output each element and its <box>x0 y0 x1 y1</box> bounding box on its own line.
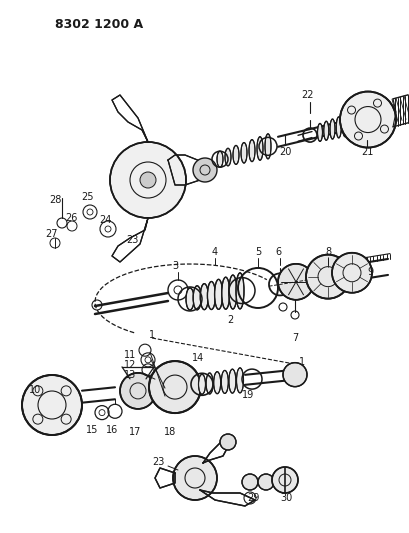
Ellipse shape <box>206 373 213 394</box>
Text: 6: 6 <box>274 247 281 257</box>
Ellipse shape <box>207 281 215 310</box>
Text: 1: 1 <box>148 330 155 340</box>
Text: 12: 12 <box>124 360 136 370</box>
Text: 4: 4 <box>211 247 218 257</box>
Ellipse shape <box>186 288 193 310</box>
Text: 3: 3 <box>171 261 178 271</box>
Circle shape <box>193 158 216 182</box>
Ellipse shape <box>193 286 201 310</box>
Circle shape <box>257 474 273 490</box>
Text: 13: 13 <box>124 370 136 380</box>
Circle shape <box>148 361 200 413</box>
Circle shape <box>220 434 236 450</box>
Ellipse shape <box>200 284 208 310</box>
Circle shape <box>339 92 395 148</box>
Ellipse shape <box>221 277 229 309</box>
Circle shape <box>110 142 186 218</box>
Ellipse shape <box>214 279 222 309</box>
Text: 23: 23 <box>151 457 164 467</box>
Ellipse shape <box>221 370 228 393</box>
Ellipse shape <box>228 369 235 393</box>
Circle shape <box>331 253 371 293</box>
Circle shape <box>277 264 313 300</box>
Ellipse shape <box>317 124 322 141</box>
Text: 5: 5 <box>254 247 261 257</box>
Ellipse shape <box>264 134 270 159</box>
Text: 26: 26 <box>65 213 77 223</box>
Text: 14: 14 <box>191 353 204 363</box>
Text: 19: 19 <box>241 390 254 400</box>
Ellipse shape <box>216 151 222 167</box>
Ellipse shape <box>228 275 236 309</box>
Text: 15: 15 <box>85 425 98 435</box>
Text: 20: 20 <box>278 147 290 157</box>
Ellipse shape <box>329 119 334 139</box>
Circle shape <box>282 362 306 386</box>
Text: 30: 30 <box>279 493 291 503</box>
Text: 1: 1 <box>298 357 304 367</box>
Text: 2: 2 <box>226 315 233 325</box>
Circle shape <box>173 456 216 500</box>
Ellipse shape <box>232 146 238 164</box>
Text: 23: 23 <box>126 235 138 245</box>
Circle shape <box>271 467 297 493</box>
Circle shape <box>241 474 257 490</box>
Text: 28: 28 <box>49 195 61 205</box>
Ellipse shape <box>248 140 254 161</box>
Text: 17: 17 <box>128 427 141 437</box>
Circle shape <box>139 172 155 188</box>
Text: 25: 25 <box>81 192 94 202</box>
Text: 24: 24 <box>99 215 111 225</box>
Ellipse shape <box>236 368 243 393</box>
Ellipse shape <box>225 148 230 166</box>
Ellipse shape <box>198 374 205 394</box>
Text: 22: 22 <box>301 90 313 100</box>
Text: 16: 16 <box>106 425 118 435</box>
Text: 7: 7 <box>291 333 297 343</box>
Ellipse shape <box>213 372 220 394</box>
Ellipse shape <box>342 115 347 136</box>
Ellipse shape <box>335 117 340 138</box>
Text: 11: 11 <box>124 350 136 360</box>
Text: 10: 10 <box>29 385 41 395</box>
Text: 29: 29 <box>246 493 258 503</box>
Text: 21: 21 <box>360 147 372 157</box>
Text: 9: 9 <box>366 267 372 277</box>
Text: 8: 8 <box>324 247 330 257</box>
Text: 18: 18 <box>164 427 176 437</box>
Circle shape <box>305 255 349 298</box>
Text: 27: 27 <box>46 229 58 239</box>
Circle shape <box>22 375 82 435</box>
Ellipse shape <box>240 142 246 163</box>
Circle shape <box>120 373 155 409</box>
Ellipse shape <box>256 137 262 160</box>
Ellipse shape <box>323 121 328 140</box>
Ellipse shape <box>236 273 243 309</box>
Text: 8302 1200 A: 8302 1200 A <box>55 18 143 31</box>
